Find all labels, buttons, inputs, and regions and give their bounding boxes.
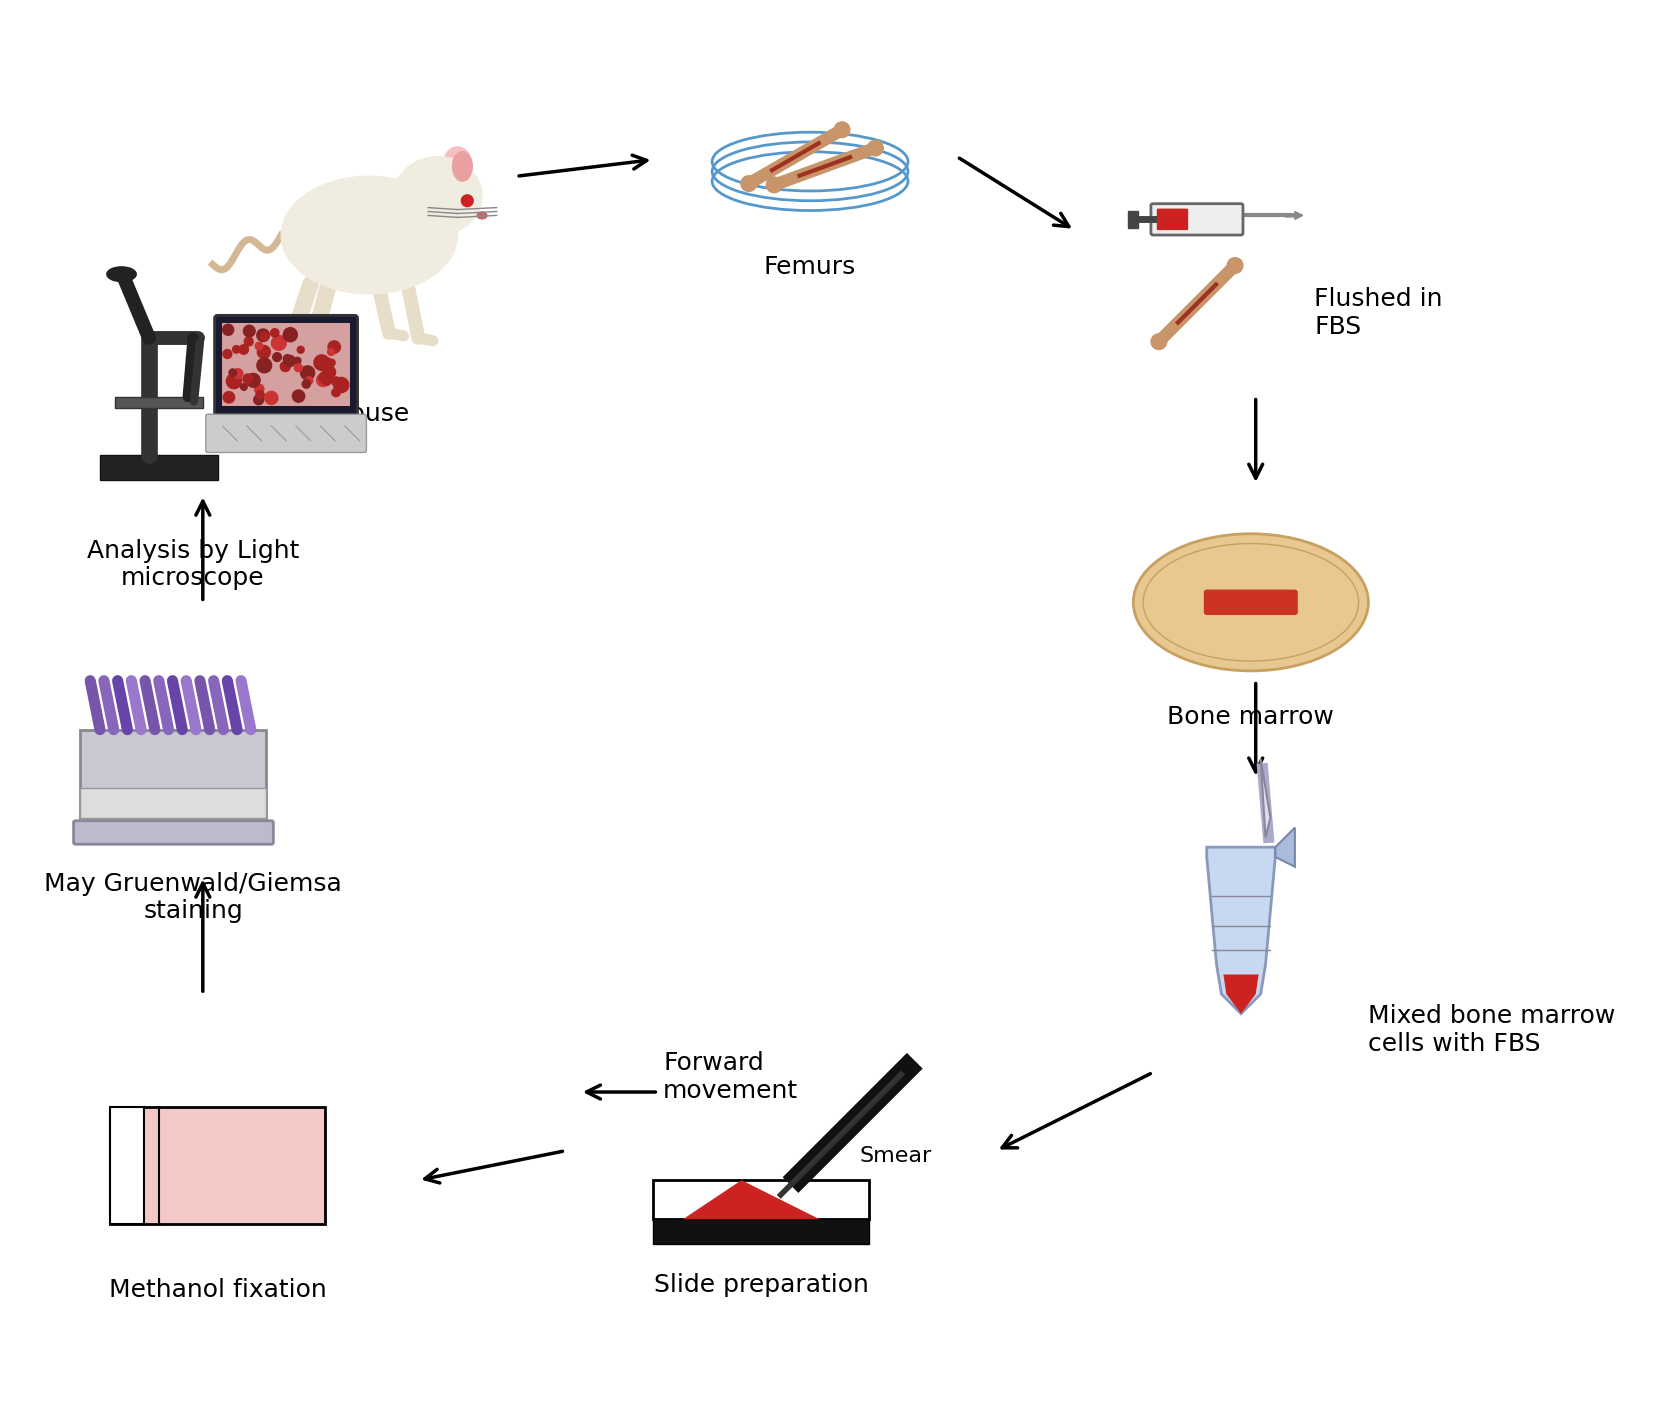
Polygon shape	[1276, 828, 1295, 866]
Ellipse shape	[324, 358, 331, 365]
Ellipse shape	[243, 338, 254, 346]
Ellipse shape	[322, 378, 331, 385]
Ellipse shape	[270, 329, 279, 338]
Ellipse shape	[257, 358, 272, 373]
Ellipse shape	[280, 362, 290, 372]
Ellipse shape	[319, 370, 332, 385]
Text: Smear: Smear	[860, 1146, 932, 1166]
Text: Mixed bone marrow
cells with FBS: Mixed bone marrow cells with FBS	[1368, 1003, 1615, 1056]
Bar	[109, 1107, 326, 1224]
Ellipse shape	[395, 157, 482, 235]
Ellipse shape	[1152, 333, 1167, 349]
Ellipse shape	[233, 369, 243, 378]
Ellipse shape	[332, 389, 341, 396]
Ellipse shape	[107, 266, 136, 282]
Ellipse shape	[294, 363, 302, 372]
Bar	[101, 456, 218, 480]
FancyBboxPatch shape	[207, 415, 366, 453]
Bar	[81, 730, 267, 828]
Ellipse shape	[260, 332, 269, 341]
FancyBboxPatch shape	[215, 315, 358, 419]
Polygon shape	[1224, 975, 1259, 1013]
FancyBboxPatch shape	[1150, 204, 1242, 235]
Ellipse shape	[223, 392, 235, 403]
Ellipse shape	[255, 390, 264, 399]
Ellipse shape	[223, 349, 232, 359]
Ellipse shape	[453, 152, 472, 181]
Ellipse shape	[302, 380, 311, 388]
Ellipse shape	[233, 346, 240, 353]
Ellipse shape	[306, 376, 312, 385]
Ellipse shape	[254, 395, 264, 405]
Ellipse shape	[243, 325, 255, 336]
Ellipse shape	[284, 355, 292, 363]
Text: May Gruenwald/Giemsa
staining: May Gruenwald/Giemsa staining	[44, 872, 343, 923]
Ellipse shape	[280, 177, 457, 294]
Ellipse shape	[1143, 543, 1358, 661]
Ellipse shape	[766, 177, 782, 192]
Ellipse shape	[1133, 534, 1368, 671]
Ellipse shape	[265, 392, 277, 405]
Ellipse shape	[272, 353, 282, 362]
Bar	[81, 788, 267, 818]
Bar	[222, 323, 349, 406]
Ellipse shape	[834, 123, 850, 138]
FancyBboxPatch shape	[1204, 590, 1298, 616]
Text: Mouse: Mouse	[329, 402, 410, 426]
Ellipse shape	[257, 329, 269, 342]
FancyBboxPatch shape	[1157, 208, 1189, 229]
Ellipse shape	[332, 378, 341, 386]
Ellipse shape	[284, 328, 297, 342]
Text: Bone marrow: Bone marrow	[1167, 705, 1335, 730]
Bar	[653, 1220, 868, 1244]
Ellipse shape	[223, 325, 233, 335]
Ellipse shape	[228, 369, 237, 376]
Polygon shape	[683, 1180, 819, 1220]
Ellipse shape	[294, 358, 301, 365]
Ellipse shape	[327, 359, 336, 366]
Text: Methanol fixation: Methanol fixation	[109, 1278, 326, 1302]
Ellipse shape	[247, 373, 260, 388]
Bar	[653, 1180, 868, 1220]
Ellipse shape	[243, 373, 252, 383]
Bar	[114, 396, 203, 409]
FancyBboxPatch shape	[74, 821, 274, 844]
Ellipse shape	[443, 147, 472, 187]
Text: Femurs: Femurs	[764, 255, 856, 279]
Ellipse shape	[462, 195, 473, 207]
Ellipse shape	[255, 342, 262, 349]
Ellipse shape	[477, 212, 487, 219]
Ellipse shape	[257, 345, 270, 359]
Ellipse shape	[317, 373, 329, 386]
FancyArrow shape	[1284, 211, 1303, 219]
Text: Flushed in
FBS: Flushed in FBS	[1315, 288, 1442, 339]
Ellipse shape	[292, 390, 304, 402]
Ellipse shape	[322, 366, 336, 379]
Ellipse shape	[301, 366, 314, 380]
Text: Forward
movement: Forward movement	[663, 1052, 798, 1103]
Ellipse shape	[327, 348, 334, 355]
Ellipse shape	[284, 355, 296, 366]
Text: Analysis by Light
microscope: Analysis by Light microscope	[87, 539, 299, 590]
Ellipse shape	[245, 326, 255, 336]
Ellipse shape	[1227, 258, 1242, 274]
Ellipse shape	[227, 373, 242, 389]
Ellipse shape	[740, 175, 757, 191]
Polygon shape	[1261, 760, 1271, 838]
Bar	[109, 1107, 144, 1224]
Text: Slide preparation: Slide preparation	[653, 1273, 868, 1297]
Ellipse shape	[255, 385, 264, 393]
Ellipse shape	[868, 140, 883, 155]
Ellipse shape	[272, 335, 287, 351]
Ellipse shape	[334, 378, 349, 392]
Ellipse shape	[240, 383, 247, 390]
Ellipse shape	[297, 346, 304, 353]
Polygon shape	[1207, 848, 1276, 1013]
Bar	[81, 812, 267, 828]
Ellipse shape	[272, 338, 284, 349]
Ellipse shape	[238, 345, 248, 355]
Ellipse shape	[314, 355, 329, 370]
Ellipse shape	[327, 341, 341, 353]
Bar	[1128, 211, 1138, 228]
